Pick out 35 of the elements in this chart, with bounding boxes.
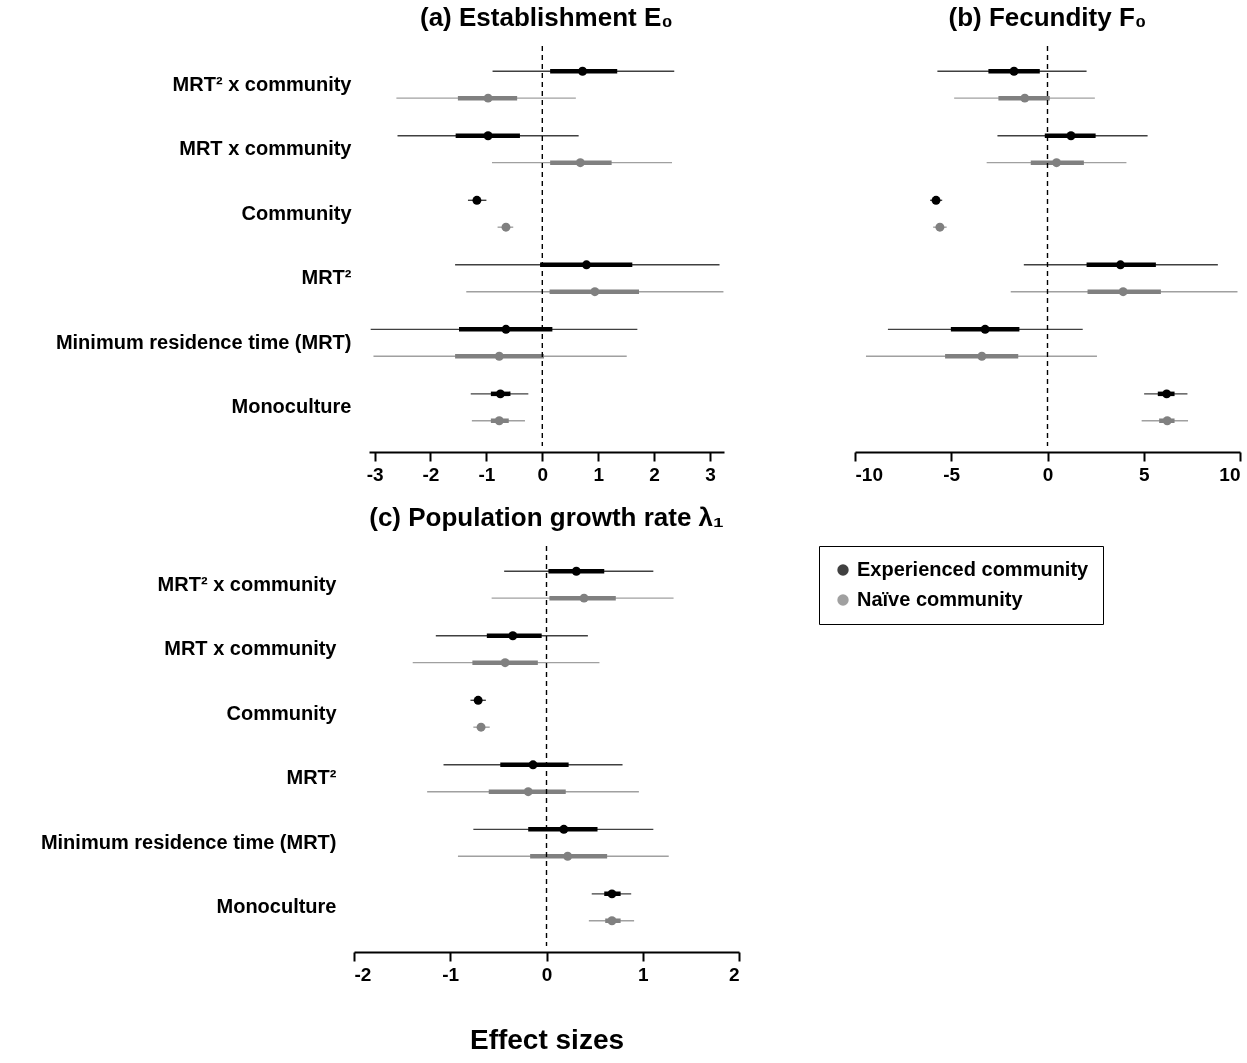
x-tick-label: -5 [943,463,961,485]
y-tick-label: MRT² x community [157,572,338,595]
x-tick-label: 5 [1138,463,1150,485]
x-tick-label: -3 [366,463,384,485]
x-tick-label: 2 [728,963,740,985]
y-tick-label: Community [241,201,353,224]
legend-label: Experienced community [857,558,1090,580]
y-tick-label: MRT x community [179,137,353,160]
chart-title: (c) Population growth rate λ₁ [369,502,724,533]
x-tick-label: -10 [855,463,883,485]
x-tick-label: 1 [593,463,605,485]
x-tick-label: -2 [354,963,372,985]
x-tick-label: -2 [422,463,440,485]
y-tick-label: Monoculture [216,895,337,918]
x-tick-label: 2 [649,463,660,485]
x-axis-title: Effect sizes [469,1023,625,1055]
x-tick-label: 10 [1219,463,1241,485]
y-tick-label: Monoculture [231,395,352,418]
y-tick-label: Community [226,701,338,724]
y-tick-label: Minimum residence time (MRT) [40,830,337,853]
y-tick-label: MRT² [301,266,352,289]
x-tick-label: 1 [637,963,649,985]
y-tick-label: Minimum residence time (MRT) [55,330,352,353]
y-tick-label: MRT² [286,766,337,789]
x-tick-label: 3 [705,463,716,485]
legend-label: Naïve community [857,588,1024,610]
x-tick-label: -1 [442,963,460,985]
chart-title: (a) Establishment E₀ [420,2,673,33]
y-tick-label: MRT x community [164,637,338,660]
x-tick-label: 0 [537,463,549,485]
y-tick-label: MRT² x community [172,72,353,95]
chart-title: (b) Fecundity F₀ [948,2,1147,33]
x-tick-label: 0 [541,963,553,985]
x-tick-label: -1 [478,463,496,485]
x-tick-label: 0 [1042,463,1054,485]
